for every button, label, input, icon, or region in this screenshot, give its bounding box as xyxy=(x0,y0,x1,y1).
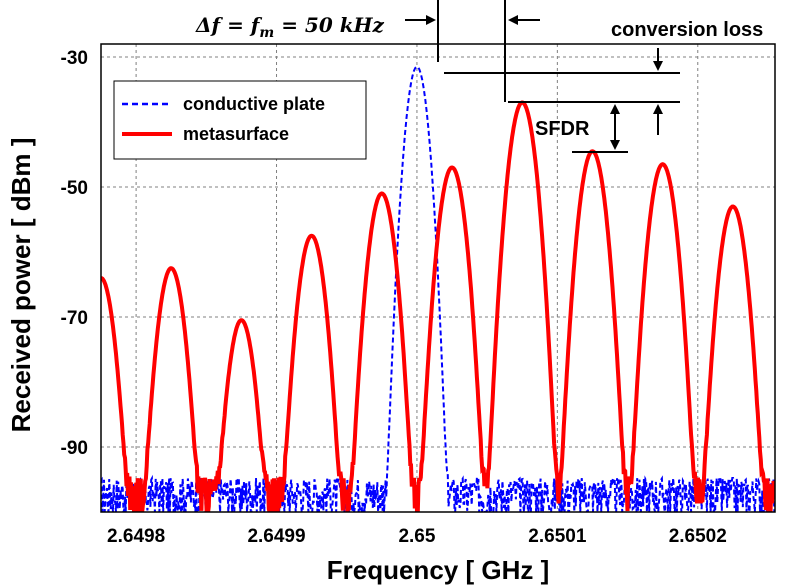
series-line-conductive-plate xyxy=(101,65,775,512)
y-tick-label: -90 xyxy=(61,438,88,459)
delta-f-subscript: m xyxy=(259,25,274,41)
delta-f-arrow-right-head xyxy=(508,15,518,25)
legend-label-metasurface: metasurface xyxy=(183,124,289,144)
y-tick-label: -30 xyxy=(61,48,88,69)
conversion-loss-arrow-top-head xyxy=(653,61,663,71)
y-tick-label: -50 xyxy=(61,178,88,199)
conversion-loss-arrow-bottom-head xyxy=(653,104,663,114)
x-tick-label: 2.6502 xyxy=(669,526,727,547)
delta-f-annotation: Δf = fm = 50 kHz xyxy=(195,0,540,102)
delta-f-prefix: Δf = f xyxy=(195,13,263,37)
legend-label-conductive-plate: conductive plate xyxy=(183,94,325,114)
legend-box xyxy=(113,80,367,160)
x-tick-label: 2.6499 xyxy=(247,526,305,547)
sfdr-annotation: SFDR xyxy=(535,104,628,153)
y-ticks: -30 -50 -70 -90 xyxy=(61,48,88,459)
x-axis-title: Frequency [ GHz ] xyxy=(327,555,549,585)
sfdr-arrow-head-down xyxy=(610,140,620,150)
series-line-metasurface xyxy=(101,100,775,512)
x-tick-label: 2.6498 xyxy=(107,526,165,547)
sfdr-arrow-head-up xyxy=(610,104,620,114)
x-tick-label: 2.6501 xyxy=(528,526,587,547)
y-tick-label: -70 xyxy=(61,308,88,329)
series-layer xyxy=(101,65,775,512)
delta-f-suffix: = 50 kHz xyxy=(274,13,384,37)
sfdr-label: SFDR xyxy=(535,118,590,140)
y-axis-title: Received power [ dBm ] xyxy=(6,138,36,433)
x-tick-label: 2.65 xyxy=(398,526,435,547)
delta-f-label: Δf = fm = 50 kHz xyxy=(195,13,384,41)
x-ticks: 2.6498 2.6499 2.65 2.6501 2.6502 xyxy=(107,526,727,547)
conversion-loss-label: conversion loss xyxy=(611,19,763,41)
delta-f-arrow-left-head xyxy=(426,15,436,25)
conversion-loss-annotation: conversion loss xyxy=(444,19,763,135)
legend: conductive plate metasurface xyxy=(113,80,367,160)
